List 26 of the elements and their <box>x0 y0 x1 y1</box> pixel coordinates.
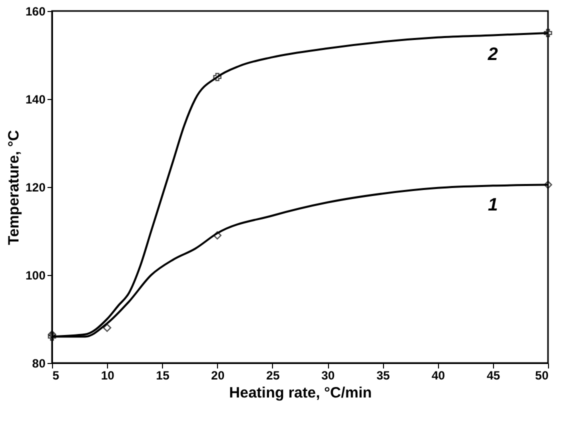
point <box>48 330 56 339</box>
point <box>102 324 112 332</box>
x-tick-label: 30 <box>321 368 336 382</box>
x-tick-label: 40 <box>432 368 446 382</box>
point <box>213 72 222 82</box>
series-label: 1 <box>488 194 498 215</box>
x-tick-label: 10 <box>100 368 115 382</box>
x-axis-title: Heating rate, °C/min <box>229 384 372 402</box>
x-tick-label: 50 <box>535 368 549 382</box>
x-tick-label: 15 <box>156 368 170 382</box>
y-tick-label: 160 <box>25 4 46 18</box>
y-tick-label: 120 <box>25 180 46 194</box>
y-tick-label: 100 <box>25 268 46 282</box>
x-tick-label: 45 <box>486 368 500 382</box>
point <box>48 332 56 341</box>
y-tick-label: 80 <box>32 356 46 370</box>
x-tick-label: 5 <box>52 368 60 382</box>
series-label: 2 <box>486 44 498 64</box>
point <box>544 28 552 38</box>
y-tick-label: 140 <box>25 92 46 106</box>
point <box>213 231 222 240</box>
x-tick-label: 35 <box>376 368 390 382</box>
point <box>544 180 552 189</box>
y-axis-title: Temperature, °C <box>5 130 22 245</box>
x-tick-label: 20 <box>211 368 225 382</box>
x-tick-label: 25 <box>266 368 280 382</box>
